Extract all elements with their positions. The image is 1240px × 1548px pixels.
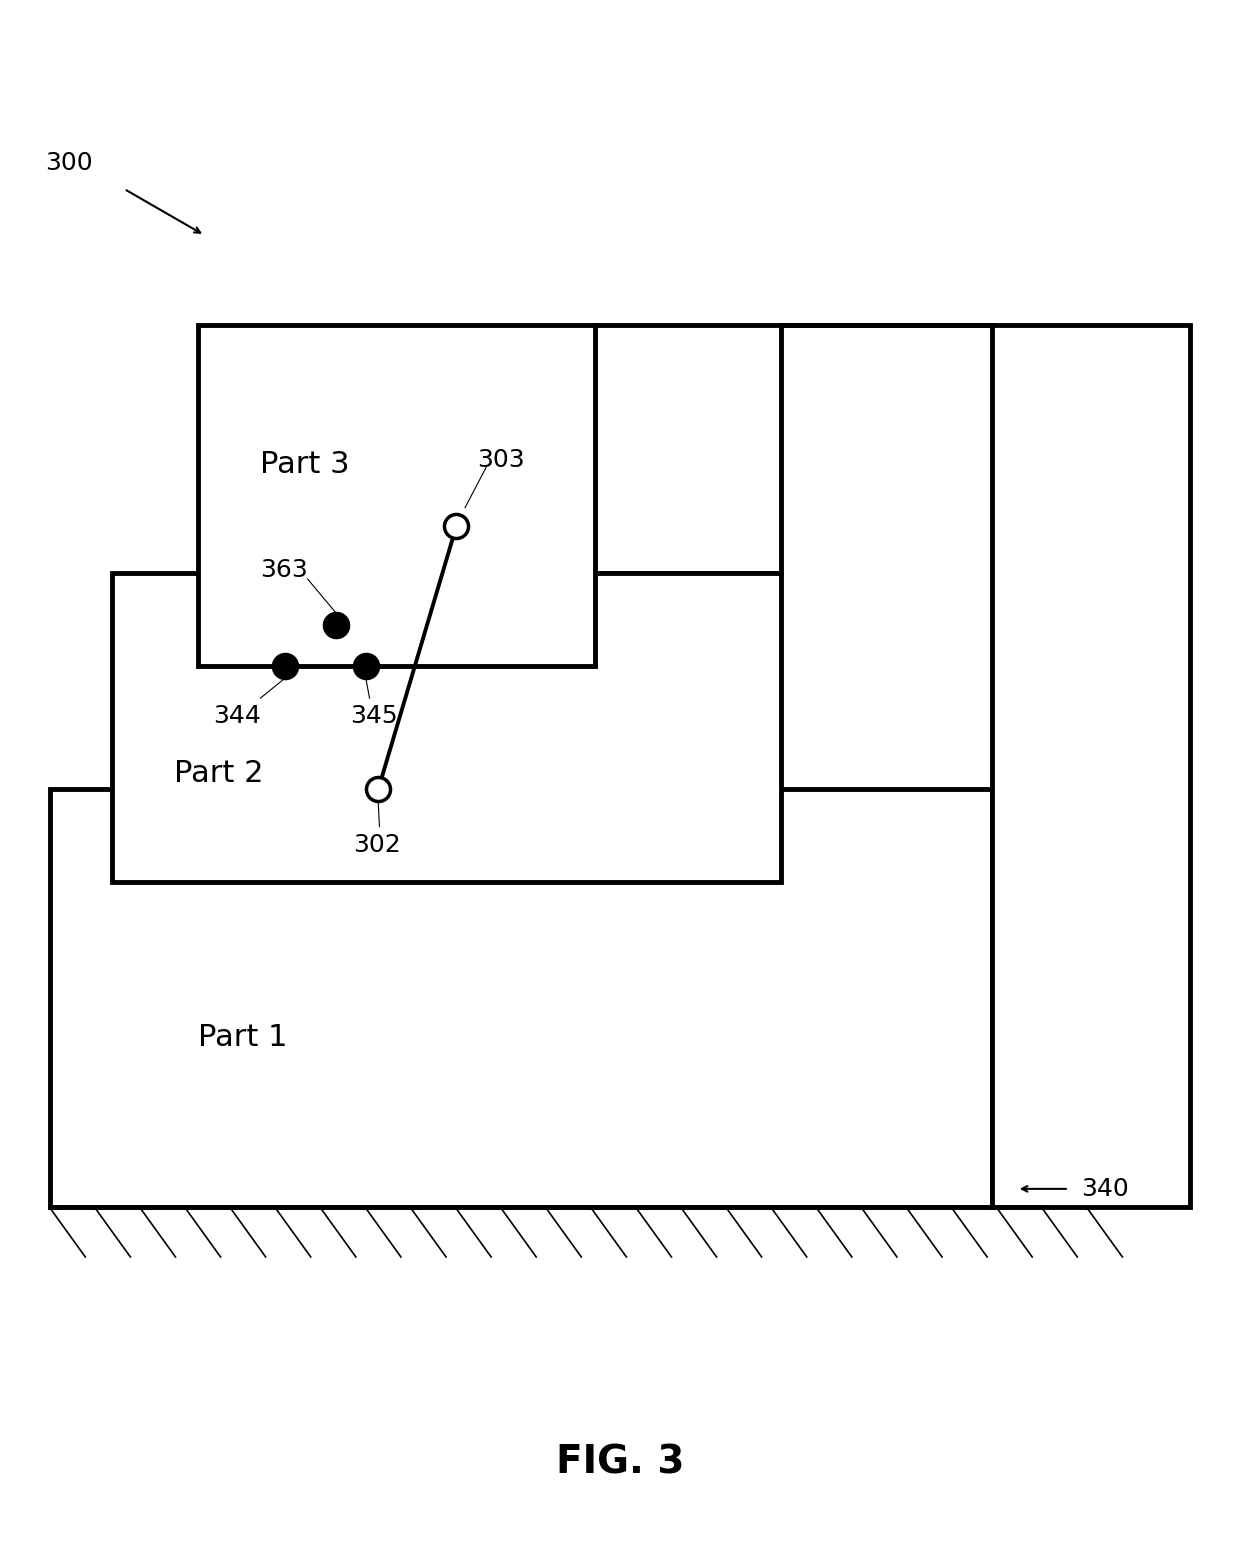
Text: 345: 345 (350, 704, 397, 729)
Polygon shape (595, 325, 1190, 1207)
Text: 344: 344 (213, 704, 262, 729)
Point (326, 613, 346, 638)
Text: 303: 303 (477, 447, 525, 472)
Point (446, 514, 466, 539)
Text: 363: 363 (260, 557, 309, 582)
Text: Part 3: Part 3 (260, 450, 350, 478)
Point (368, 777, 388, 802)
Bar (50, 789, 992, 1207)
Text: 300: 300 (45, 150, 92, 175)
Bar (112, 573, 781, 882)
Text: FIG. 3: FIG. 3 (556, 1444, 684, 1481)
Point (356, 653, 376, 678)
Point (275, 653, 295, 678)
Text: 340: 340 (1081, 1176, 1130, 1201)
Text: Part 1: Part 1 (198, 1023, 288, 1051)
Text: Part 2: Part 2 (174, 760, 263, 788)
Bar (198, 325, 595, 666)
Text: 302: 302 (353, 833, 402, 858)
